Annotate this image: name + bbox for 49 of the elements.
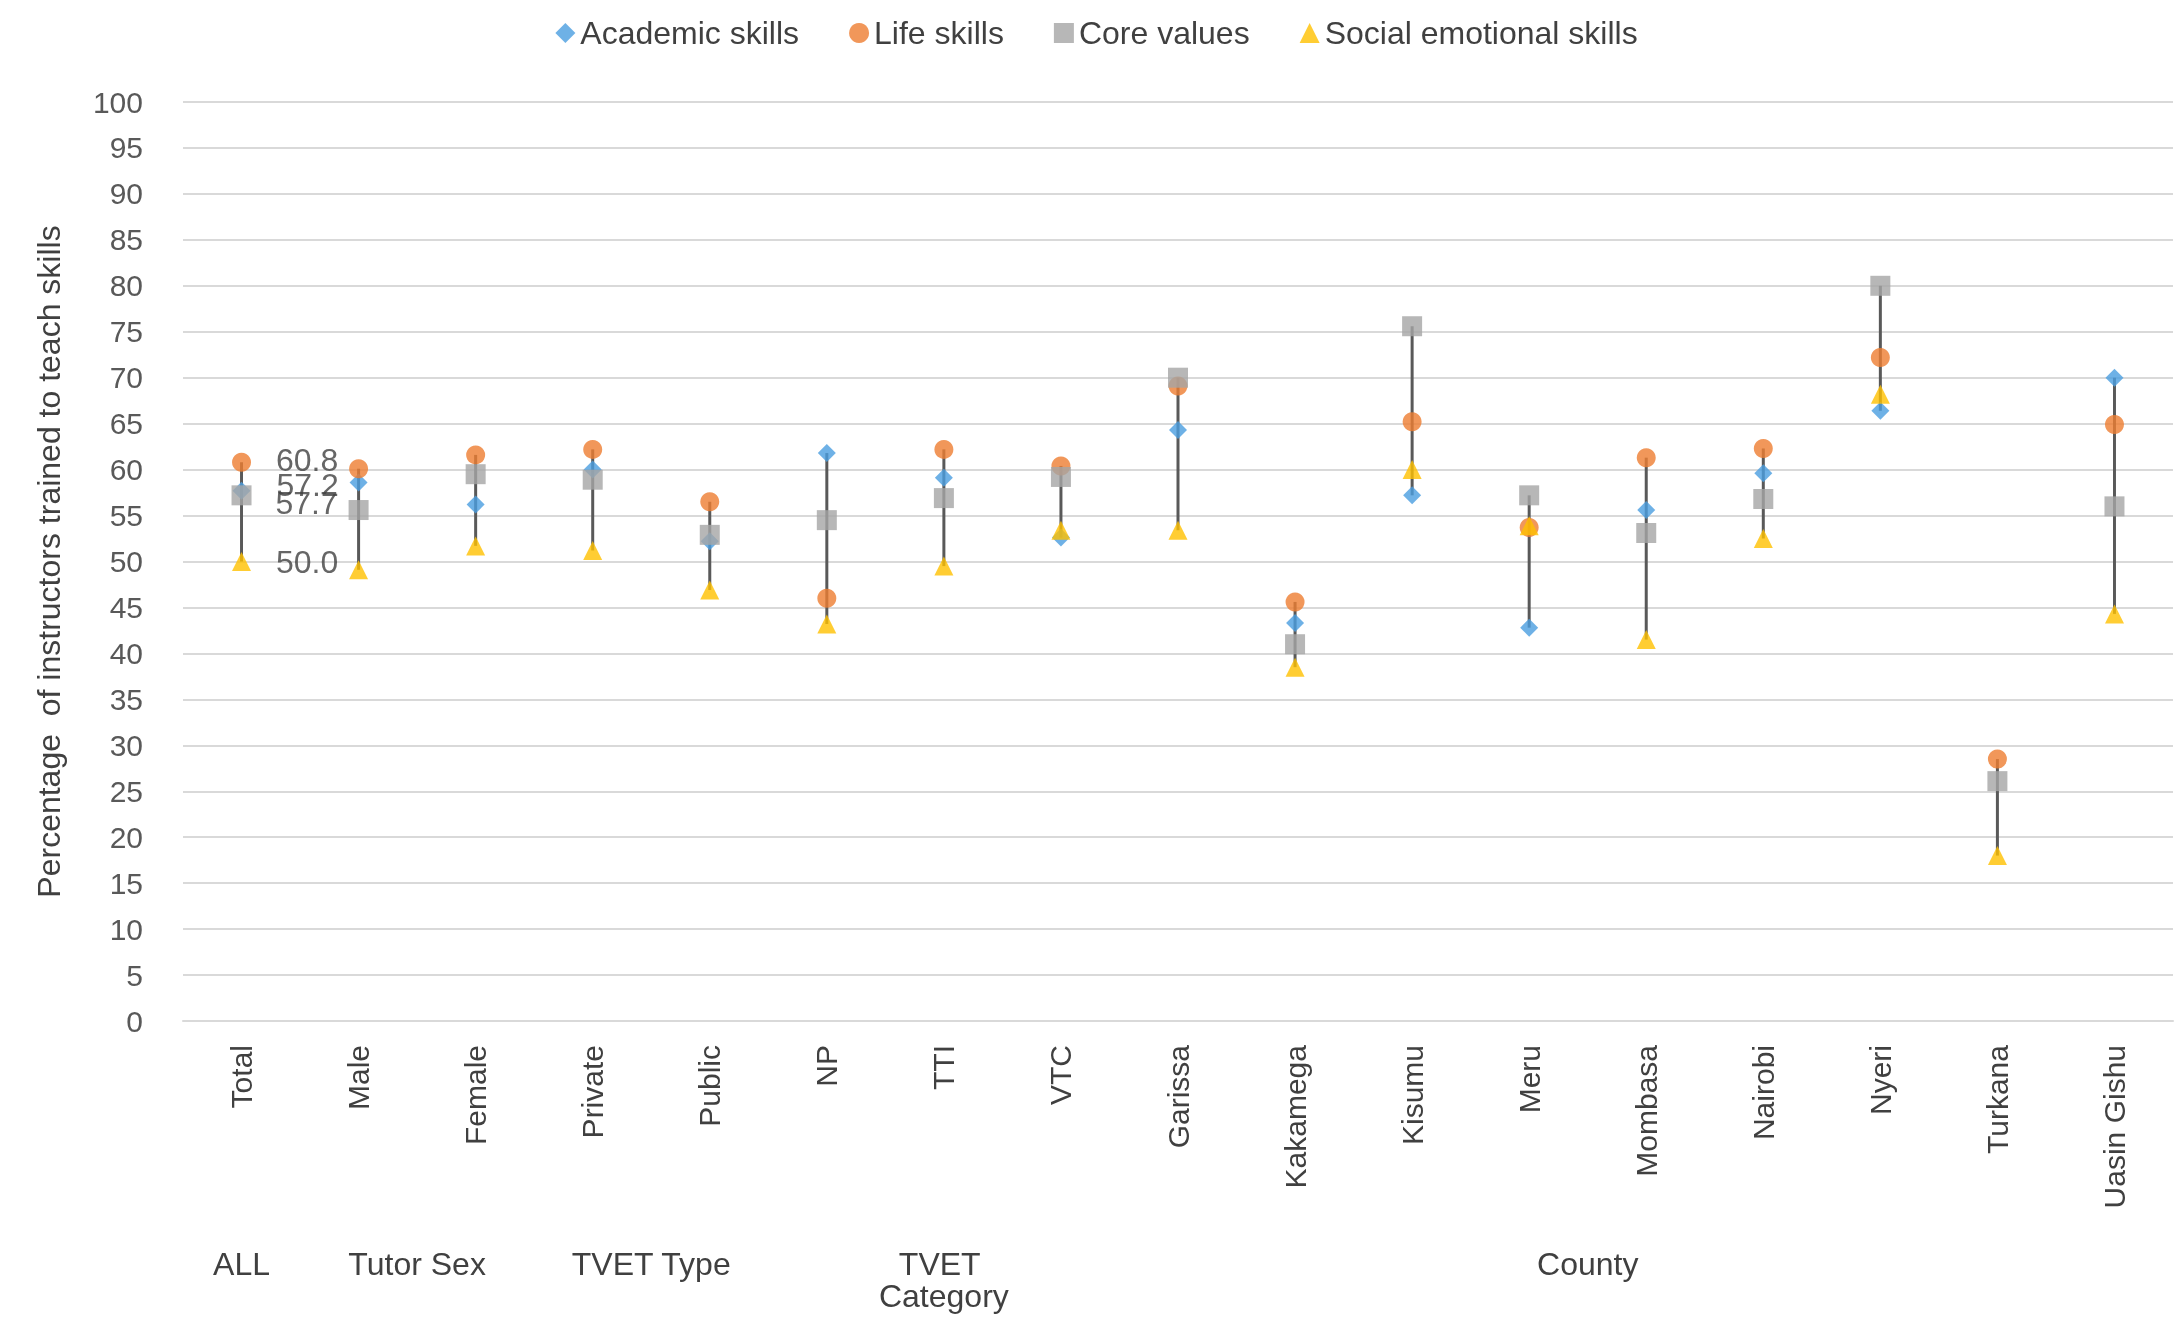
y-tick-label: 100 xyxy=(92,85,143,119)
text: TVET Type xyxy=(571,1246,731,1282)
legend-label: Life skills xyxy=(874,15,1004,51)
x-tick-label: TTI xyxy=(927,1045,961,1090)
legend-label: Academic skills xyxy=(580,15,800,51)
x-tick-label: Kakamega xyxy=(1278,1044,1312,1189)
data-label: 50.0 xyxy=(276,543,339,580)
text: ALL xyxy=(213,1246,270,1282)
y-tick-label: 40 xyxy=(109,636,143,670)
y-tick-label: 15 xyxy=(109,866,143,900)
y-tick-label: 30 xyxy=(109,728,143,762)
y-axis-title: Percentage of instructors trained to teach skills xyxy=(31,225,67,898)
legend-label: Core values xyxy=(1078,15,1250,51)
x-tick-label: Garissa xyxy=(1161,1044,1195,1149)
x-tick-label: Public xyxy=(693,1045,727,1127)
y-tick-label: 10 xyxy=(109,912,143,946)
text: TVET Category xyxy=(878,1246,1009,1314)
y-tick-label: 5 xyxy=(126,958,143,992)
text: County xyxy=(1537,1246,1639,1282)
x-tick-label: VTC xyxy=(1044,1045,1078,1105)
y-tick-label: 75 xyxy=(109,315,143,349)
x-tick-label: Uasin Gishu xyxy=(2097,1045,2131,1209)
x-tick-label: Female xyxy=(459,1045,493,1146)
y-tick-label: 90 xyxy=(109,177,143,211)
y-tick-label: 35 xyxy=(109,682,143,716)
y-tick-label: 50 xyxy=(109,545,143,578)
x-tick-label: Male xyxy=(342,1045,376,1111)
x-tick-label: Kisumu xyxy=(1395,1045,1429,1146)
y-tick-label: 45 xyxy=(109,590,143,624)
y-tick-label: 85 xyxy=(109,223,143,257)
y-tick-label: 70 xyxy=(109,361,143,395)
x-tick-label: Nyeri xyxy=(1863,1045,1897,1116)
y-tick-label: 25 xyxy=(109,774,143,808)
y-tick-label: 20 xyxy=(109,820,143,854)
y-tick-label: 80 xyxy=(109,269,143,303)
y-tick-label: 65 xyxy=(109,407,143,441)
x-tick-label: Meru xyxy=(1512,1045,1546,1114)
x-tick-label: NP xyxy=(810,1045,844,1087)
x-tick-label: Nairobi xyxy=(1746,1045,1780,1141)
x-tick-label: Turkana xyxy=(1980,1044,2014,1154)
legend-label: Social emotional skills xyxy=(1324,15,1638,51)
text: Tutor Sex xyxy=(348,1246,486,1282)
x-tick-label: Total xyxy=(225,1045,259,1109)
y-tick-label: 60 xyxy=(109,453,143,487)
x-tick-label: Private xyxy=(576,1045,610,1139)
y-tick-label: 95 xyxy=(109,131,143,165)
x-tick-label: Mombasa xyxy=(1629,1044,1663,1177)
y-tick-label: 0 xyxy=(126,1004,143,1038)
y-tick-label: 55 xyxy=(109,499,143,533)
